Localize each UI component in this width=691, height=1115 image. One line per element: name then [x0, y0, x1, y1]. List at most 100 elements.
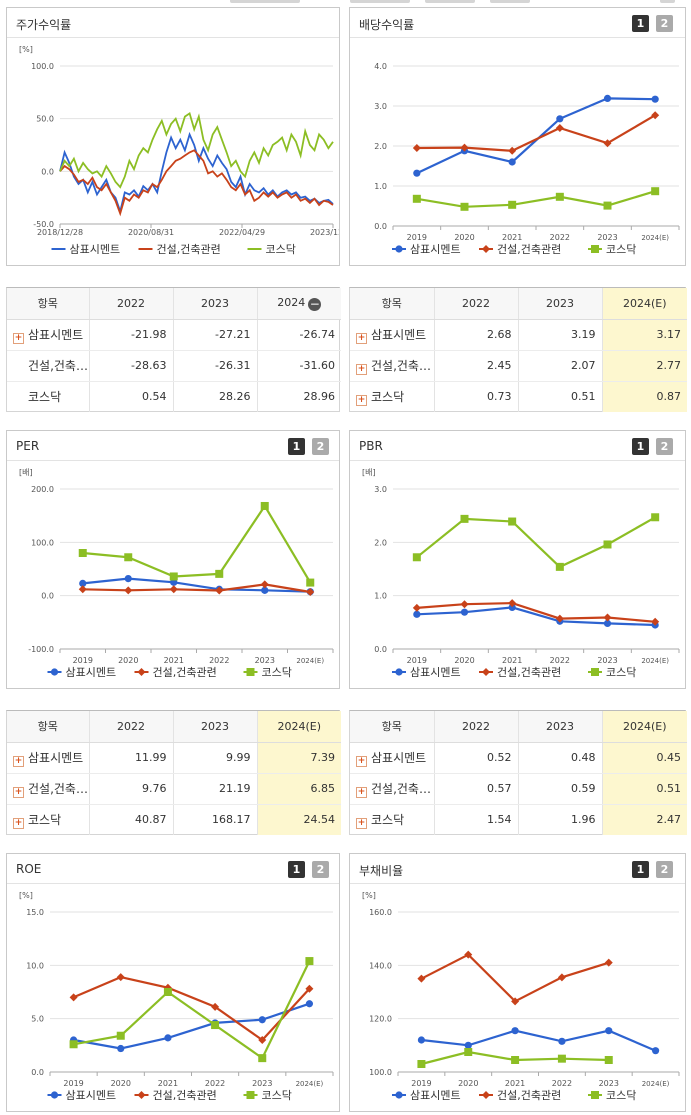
page-2-button[interactable]: 2: [656, 438, 673, 455]
per-chart: [배] 200.0 100.0 0.0 -100.0 2019 2020 2021 2022 20…: [19, 468, 334, 679]
y-tick-label: -100.0: [28, 645, 54, 654]
data-point: [508, 517, 517, 526]
y-tick-label: 1.0: [374, 592, 387, 601]
roe-panel: ROE 1 2 [%] 15.0 10.0 5.0 0.0 2019 2020 2021 202…: [6, 853, 340, 1112]
data-point: [417, 974, 426, 983]
legend-label: 코스닥: [262, 666, 292, 679]
data-point: [413, 169, 421, 177]
series-line: [73, 975, 311, 1042]
data-point: [508, 599, 517, 608]
expand-plus-icon[interactable]: +: [13, 786, 24, 798]
cell-value: -27.21: [172, 319, 257, 351]
data-point: [260, 501, 269, 510]
data-point: [558, 1037, 566, 1045]
data-point: [591, 1091, 599, 1099]
row-label: + 삼표시멘트: [350, 742, 434, 774]
data-point: [604, 958, 613, 967]
y-tick-label: 0.0: [41, 167, 54, 176]
expand-plus-icon[interactable]: +: [356, 817, 367, 829]
page-2-button[interactable]: 2: [656, 15, 673, 32]
cell-value: 2.77: [601, 350, 687, 382]
header-2023: 2023: [517, 711, 602, 743]
x-tick-label: 2020: [454, 656, 474, 665]
table-row: + 코스닥 1.54 1.96 2.47: [350, 804, 687, 835]
row-label: + 코스닥: [7, 804, 89, 835]
data-point: [169, 572, 178, 581]
data-point: [651, 513, 660, 522]
row-label: + 건설,건축…: [350, 350, 434, 382]
expand-plus-icon[interactable]: +: [356, 755, 367, 767]
expand-plus-icon[interactable]: +: [356, 786, 367, 798]
header-2024e: 2024(E): [601, 288, 687, 320]
table-row: + 삼표시멘트 -21.98 -27.21 -26.74: [7, 319, 341, 351]
debt-ratio-chart: [%] 160.0 140.0 120.0 100.0 2019 2020 2021 2022 2…: [362, 891, 680, 1102]
legend-label: 건설,건축관련: [153, 1089, 217, 1102]
panel-header: 배당수익률 1 2: [350, 8, 685, 38]
expand-plus-icon[interactable]: +: [356, 332, 367, 344]
data-point: [305, 984, 314, 993]
data-point: [464, 1041, 472, 1049]
row-label-text: 삼표시멘트: [371, 750, 427, 765]
data-point: [591, 668, 599, 676]
data-point: [305, 1000, 314, 1008]
expand-plus-icon[interactable]: +: [13, 332, 24, 344]
debt-ratio-panel: 부채비율 1 2 [%] 160.0 140.0 120.0 100.0 2019 2020…: [349, 853, 686, 1112]
series-line: [73, 1002, 310, 1050]
expand-plus-icon[interactable]: +: [356, 394, 367, 406]
data-point: [163, 988, 172, 996]
series-line: [416, 114, 656, 152]
series-line: [82, 503, 312, 584]
y-tick-label: 100.0: [31, 538, 54, 547]
page-2-button[interactable]: 2: [656, 861, 673, 878]
table-row: + 건설,건축… 9.76 21.19 6.85: [7, 773, 341, 805]
data-point: [163, 983, 172, 992]
x-tick-label: 2024(E): [641, 657, 669, 665]
cell-value: 3.17: [601, 319, 687, 351]
header-item: 항목: [350, 288, 434, 320]
data-point: [482, 1091, 490, 1099]
page-1-button[interactable]: 1: [632, 438, 649, 455]
series-line: [416, 606, 656, 627]
data-point: [69, 1040, 78, 1049]
data-point: [460, 600, 469, 609]
x-tick-label: 2019: [73, 656, 93, 665]
cell-value: 0.45: [601, 742, 687, 774]
collapse-minus-icon[interactable]: −: [308, 296, 322, 311]
cell-value: 0.48: [517, 742, 602, 774]
data-point: [460, 608, 469, 616]
page-1-button[interactable]: 1: [632, 861, 649, 878]
legend-label: 코스닥: [606, 1089, 636, 1102]
page-1-button[interactable]: 1: [632, 15, 649, 32]
page-2-button[interactable]: 2: [312, 861, 329, 878]
x-tick-label: 2023: [597, 656, 617, 665]
data-point: [306, 578, 315, 587]
page-2-button[interactable]: 2: [312, 438, 329, 455]
data-point: [511, 997, 520, 1006]
y-tick-label: 4.0: [374, 62, 387, 71]
x-tick-label: 2021: [158, 1079, 178, 1088]
header-item: 항목: [7, 288, 89, 320]
series-line: [59, 111, 334, 189]
panel-header: 부채비율 1 2: [350, 854, 685, 884]
header-item: 항목: [7, 711, 89, 743]
row-label-text: 삼표시멘트: [28, 327, 84, 342]
series-line: [59, 131, 334, 215]
data-point: [460, 514, 469, 523]
y-unit-label: [%]: [19, 45, 33, 54]
x-tick-label: 2019: [411, 1079, 431, 1088]
data-point: [591, 245, 599, 253]
page-1-button[interactable]: 1: [288, 438, 305, 455]
cell-value: 0.52: [433, 742, 518, 774]
page-1-button[interactable]: 1: [288, 861, 305, 878]
data-point: [116, 1031, 125, 1040]
expand-plus-icon[interactable]: +: [13, 755, 24, 767]
y-tick-label: 120.0: [369, 1015, 392, 1024]
expand-plus-icon[interactable]: +: [13, 817, 24, 829]
x-tick-label: 2022: [209, 656, 229, 665]
y-unit-label: [배]: [362, 468, 376, 477]
row-label: + 삼표시멘트: [350, 319, 434, 351]
legend-label: 삼표시멘트: [410, 666, 461, 679]
expand-plus-icon[interactable]: +: [356, 363, 367, 375]
data-point: [482, 668, 490, 676]
pbr-chart: [배] 3.0 2.0 1.0 0.0 2019 2020 2021 2022 2023 2024(…: [362, 468, 680, 679]
